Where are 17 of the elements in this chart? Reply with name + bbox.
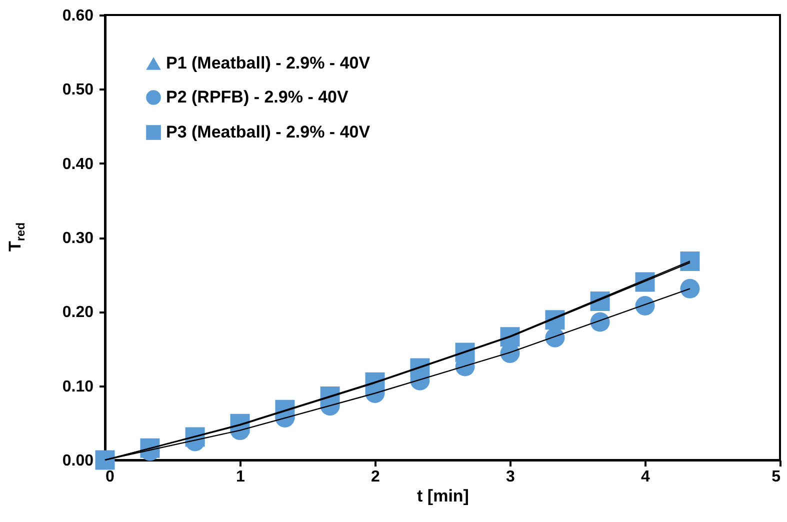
legend-label: P2 (RPFB) - 2.9% - 40V — [166, 88, 349, 106]
x-tick-label: 3 — [506, 468, 516, 486]
y-tick-label: 0.50 — [62, 82, 94, 99]
y-tick-label: 0.20 — [62, 304, 94, 322]
y-tick-label: 0.30 — [62, 230, 94, 247]
x-tick-label: 0 — [106, 468, 114, 486]
legend-label: P3 (Meatball) - 2.9% - 40V — [166, 122, 371, 142]
x-tick-label: 1 — [236, 468, 246, 486]
y-tick-label: 0.10 — [62, 378, 94, 396]
y-tick-label: 0.40 — [62, 156, 94, 173]
legend-label: P1 (Meatball) - 2.9% - 40V — [166, 54, 371, 72]
x-tick-label: 2 — [371, 468, 380, 486]
x-tick-label: 5 — [772, 468, 781, 486]
x-axis-title: t [min] — [417, 486, 469, 506]
y-tick-label: 0.60 — [62, 8, 94, 24]
x-tick-label: 4 — [641, 468, 650, 486]
y-tick-label: 0.00 — [62, 452, 94, 470]
